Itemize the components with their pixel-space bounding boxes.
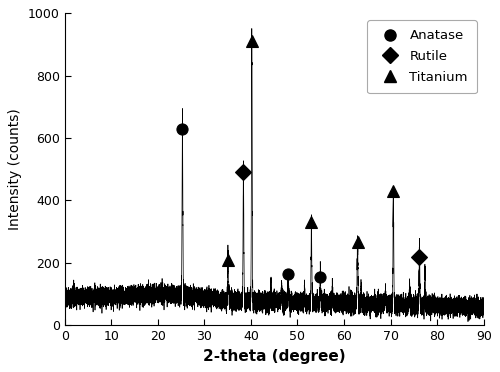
Legend: Anatase, Rutile, Titanium: Anatase, Rutile, Titanium <box>367 20 477 93</box>
Y-axis label: Intensity (counts): Intensity (counts) <box>8 108 22 230</box>
X-axis label: 2-theta (degree): 2-theta (degree) <box>203 349 346 364</box>
